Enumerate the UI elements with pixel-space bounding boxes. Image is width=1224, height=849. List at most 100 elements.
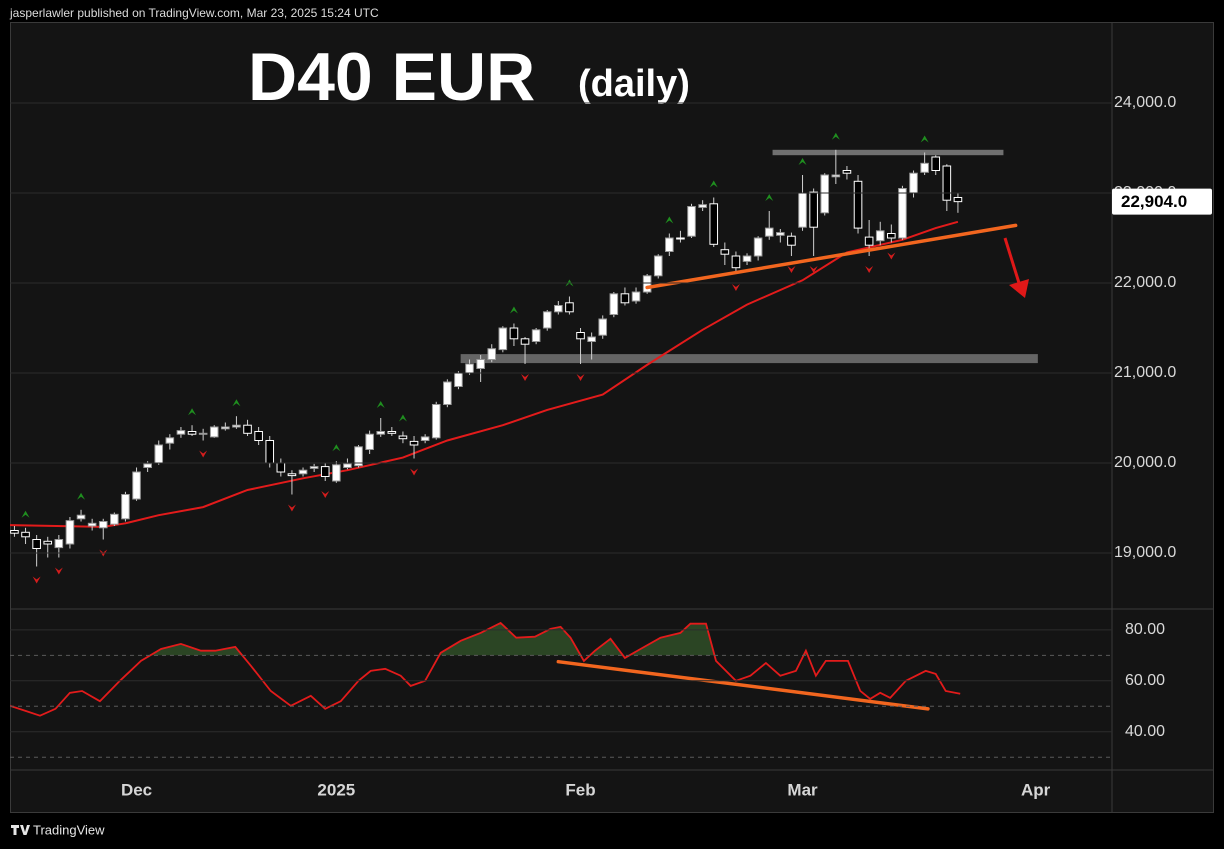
candle-body [298,469,308,475]
candle-body [209,426,219,438]
fractal-up [398,414,407,422]
candle-body [687,206,696,237]
candle-body [409,440,419,446]
candle-body [753,237,763,257]
y-tick-label: 80.00 [1125,621,1165,638]
trend-line [556,659,930,711]
tradingview-logo: TradingView [11,822,105,837]
candle-body [454,372,463,387]
candle-body [332,464,341,482]
fractal-down [54,567,63,575]
y-tick-label: 60.00 [1125,672,1165,689]
fractal-up [77,492,86,500]
candle-body [287,473,297,477]
candle-body [43,540,53,545]
fractal-down [321,491,330,498]
fractal-up [509,306,518,314]
y-tick-label: 40.00 [1125,723,1165,740]
fractal-down [410,468,419,476]
candle-body [853,180,863,229]
candle-body [931,156,941,171]
fractal-down [809,266,818,273]
fractal-up [332,444,341,452]
candle-body [576,332,585,340]
fractal-down [576,374,585,381]
drawn-arrow [1003,237,1021,284]
candle-body [143,463,152,468]
drawn-arrow-head [1009,279,1029,298]
fractal-down [199,450,208,458]
fractal-up [920,135,929,143]
candle-body [609,293,619,315]
candle-body [121,494,130,520]
candle-body [742,255,752,262]
fractal-up [709,180,718,188]
fractal-down [787,266,796,273]
candle-body [653,255,663,277]
x-tick-label: Feb [565,780,595,799]
chart-subtitle: (daily) [578,63,690,105]
chart-title: D40 EUR [248,39,535,115]
candle-body [365,433,374,451]
y-tick-label: 20,000.0 [1114,454,1176,471]
candle-body [487,348,497,361]
candle-body [265,440,275,464]
candle-body [776,232,785,236]
x-tick-label: 2025 [317,780,355,799]
candle-body [376,431,386,435]
candle-body [542,311,552,329]
candle-body [798,192,807,228]
zone [460,354,1038,364]
fractal-up [376,401,385,408]
candle-body [520,338,530,345]
candle-body [909,172,918,194]
fractal-up [21,510,30,518]
candle-body [809,191,818,228]
candle-body [953,197,963,203]
y-tick-label: 19,000.0 [1114,544,1176,561]
candle-body [254,431,263,441]
logo-mark [11,825,30,835]
x-tick-label: Mar [787,780,818,799]
fractal-down [521,374,530,381]
candle-body [420,436,430,441]
candle-body [309,466,319,469]
candle-body [198,432,208,435]
candle-body [132,471,141,500]
candle-body [942,165,952,201]
y-tick-label: 24,000.0 [1114,94,1176,111]
candle-body [709,203,719,245]
candle-body [875,230,885,242]
candle-body [665,237,674,252]
candle-body [498,327,508,351]
trend-line [645,223,1018,290]
candle-body [354,446,363,467]
plot-area [10,132,1038,717]
candle-body [187,431,197,435]
attribution: jasperlawler published on TradingView.co… [9,6,379,20]
x-tick-label: Apr [1021,780,1051,799]
candle-body [110,513,119,525]
fractal-down [32,576,41,584]
candle-body [320,466,330,478]
candle-body [243,424,252,434]
fractal-up [798,158,807,165]
fractal-up [232,399,241,407]
candle-body [221,426,230,430]
candle-body [21,531,30,538]
fractal-up [665,216,674,224]
fractal-down [287,504,296,512]
chart-frame [10,22,1214,813]
candle-body [54,539,64,549]
candle-body [698,204,707,208]
candle-body [87,522,97,527]
candle-body [898,188,907,239]
candle-body [631,291,641,302]
candle-body [887,233,896,239]
candle-body [32,539,41,549]
footer-brand: TradingView [33,822,105,837]
y-tick-label: 22,000.0 [1114,274,1176,291]
candle-body [731,255,741,269]
candle-body [387,431,397,434]
